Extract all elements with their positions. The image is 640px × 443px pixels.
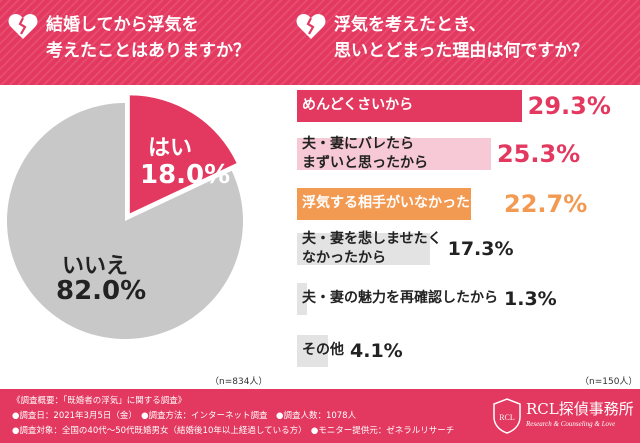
header-background [0, 0, 640, 85]
survey-details-1: ●調査日：2021年3月5日（金） ●調査方法：インターネット調査 ●調査人数：… [12, 411, 357, 421]
pie-slice-no [7, 103, 244, 339]
bar-category-line1: めんどくさいから [302, 97, 414, 113]
bar [297, 233, 430, 265]
bar [297, 138, 491, 170]
svg-text:RCL: RCL [499, 413, 515, 422]
bar-category-line2: まずいと思ったから [302, 155, 428, 171]
bar-value-label: 17.3% [447, 237, 514, 260]
pie-no-value: 82.0% [56, 276, 147, 306]
left-question-line1: 結婚してから浮気を [46, 15, 199, 35]
survey-title: 《調査概要：「既婚者の浮気」に関する調査》 [12, 396, 187, 406]
pie-no-label: いいえ [62, 254, 129, 279]
broken-heart-icon [296, 14, 326, 39]
bar [297, 188, 472, 220]
bar-category-label: 夫・妻にバレたら まずいと思ったから [302, 135, 428, 173]
bar [297, 335, 329, 367]
right-sample-size: （n=150人） [580, 377, 638, 387]
bar-category-line2: なかったから [302, 250, 386, 266]
brand-subtitle: Research & Counseling & Love [526, 420, 616, 428]
bar-category-line1: 夫・妻にバレたら [302, 136, 414, 152]
bar-value-label: 1.3% [504, 287, 557, 310]
bar-value-label: 22.7% [504, 189, 588, 218]
bar-category-label: その他 [302, 341, 344, 360]
pie-yes-label: はい [148, 136, 193, 161]
left-sample-size: （n=834人） [210, 377, 268, 387]
broken-heart-icon [8, 14, 38, 39]
bar-category-line1: その他 [302, 342, 344, 358]
bar-category-line1: 夫・妻を悲しませたく [302, 231, 442, 247]
right-question-line2: 思いとどまった理由は何ですか？ [334, 41, 589, 61]
header: 結婚してから浮気を 考えたことはありますか？ 浮気を考えたとき、 思いとどまった… [0, 0, 640, 85]
pie-yes-value: 18.0% [140, 160, 231, 190]
bar [297, 283, 307, 315]
shield-logo-icon: RCL [493, 398, 521, 434]
right-question-line1: 浮気を考えたとき、 [334, 15, 486, 35]
bar-value-label: 25.3% [496, 139, 581, 168]
bar-category-label: 夫・妻の魅力を再確認したから [302, 289, 498, 308]
bar-category-label: 浮気する相手がいなかったから [302, 194, 498, 213]
bar-category-line1: 浮気する相手がいなかったから [302, 195, 498, 211]
bar-category-line1: 夫・妻の魅力を再確認したから [302, 290, 498, 306]
left-question-line2: 考えたことはありますか？ [46, 41, 250, 61]
bar-category-label: めんどくさいから [302, 96, 413, 115]
bar-value-label: 29.3% [527, 91, 611, 120]
footer: 《調査概要：「既婚者の浮気」に関する調査》 ●調査日：2021年3月5日（金） … [0, 389, 640, 443]
bar-value-label: 4.1% [350, 339, 403, 362]
pie-slice-yes [129, 95, 237, 214]
pie-chart [7, 95, 244, 339]
survey-details-2: ●調査対象：全国の40代〜50代既婚男女（結婚後10年以上経過している方） ●モ… [12, 426, 455, 436]
bar [297, 90, 522, 122]
bar-category-label: 夫・妻を悲しませたく なかったから [302, 230, 442, 268]
brand-name: RCL探偵事務所 [526, 400, 634, 418]
